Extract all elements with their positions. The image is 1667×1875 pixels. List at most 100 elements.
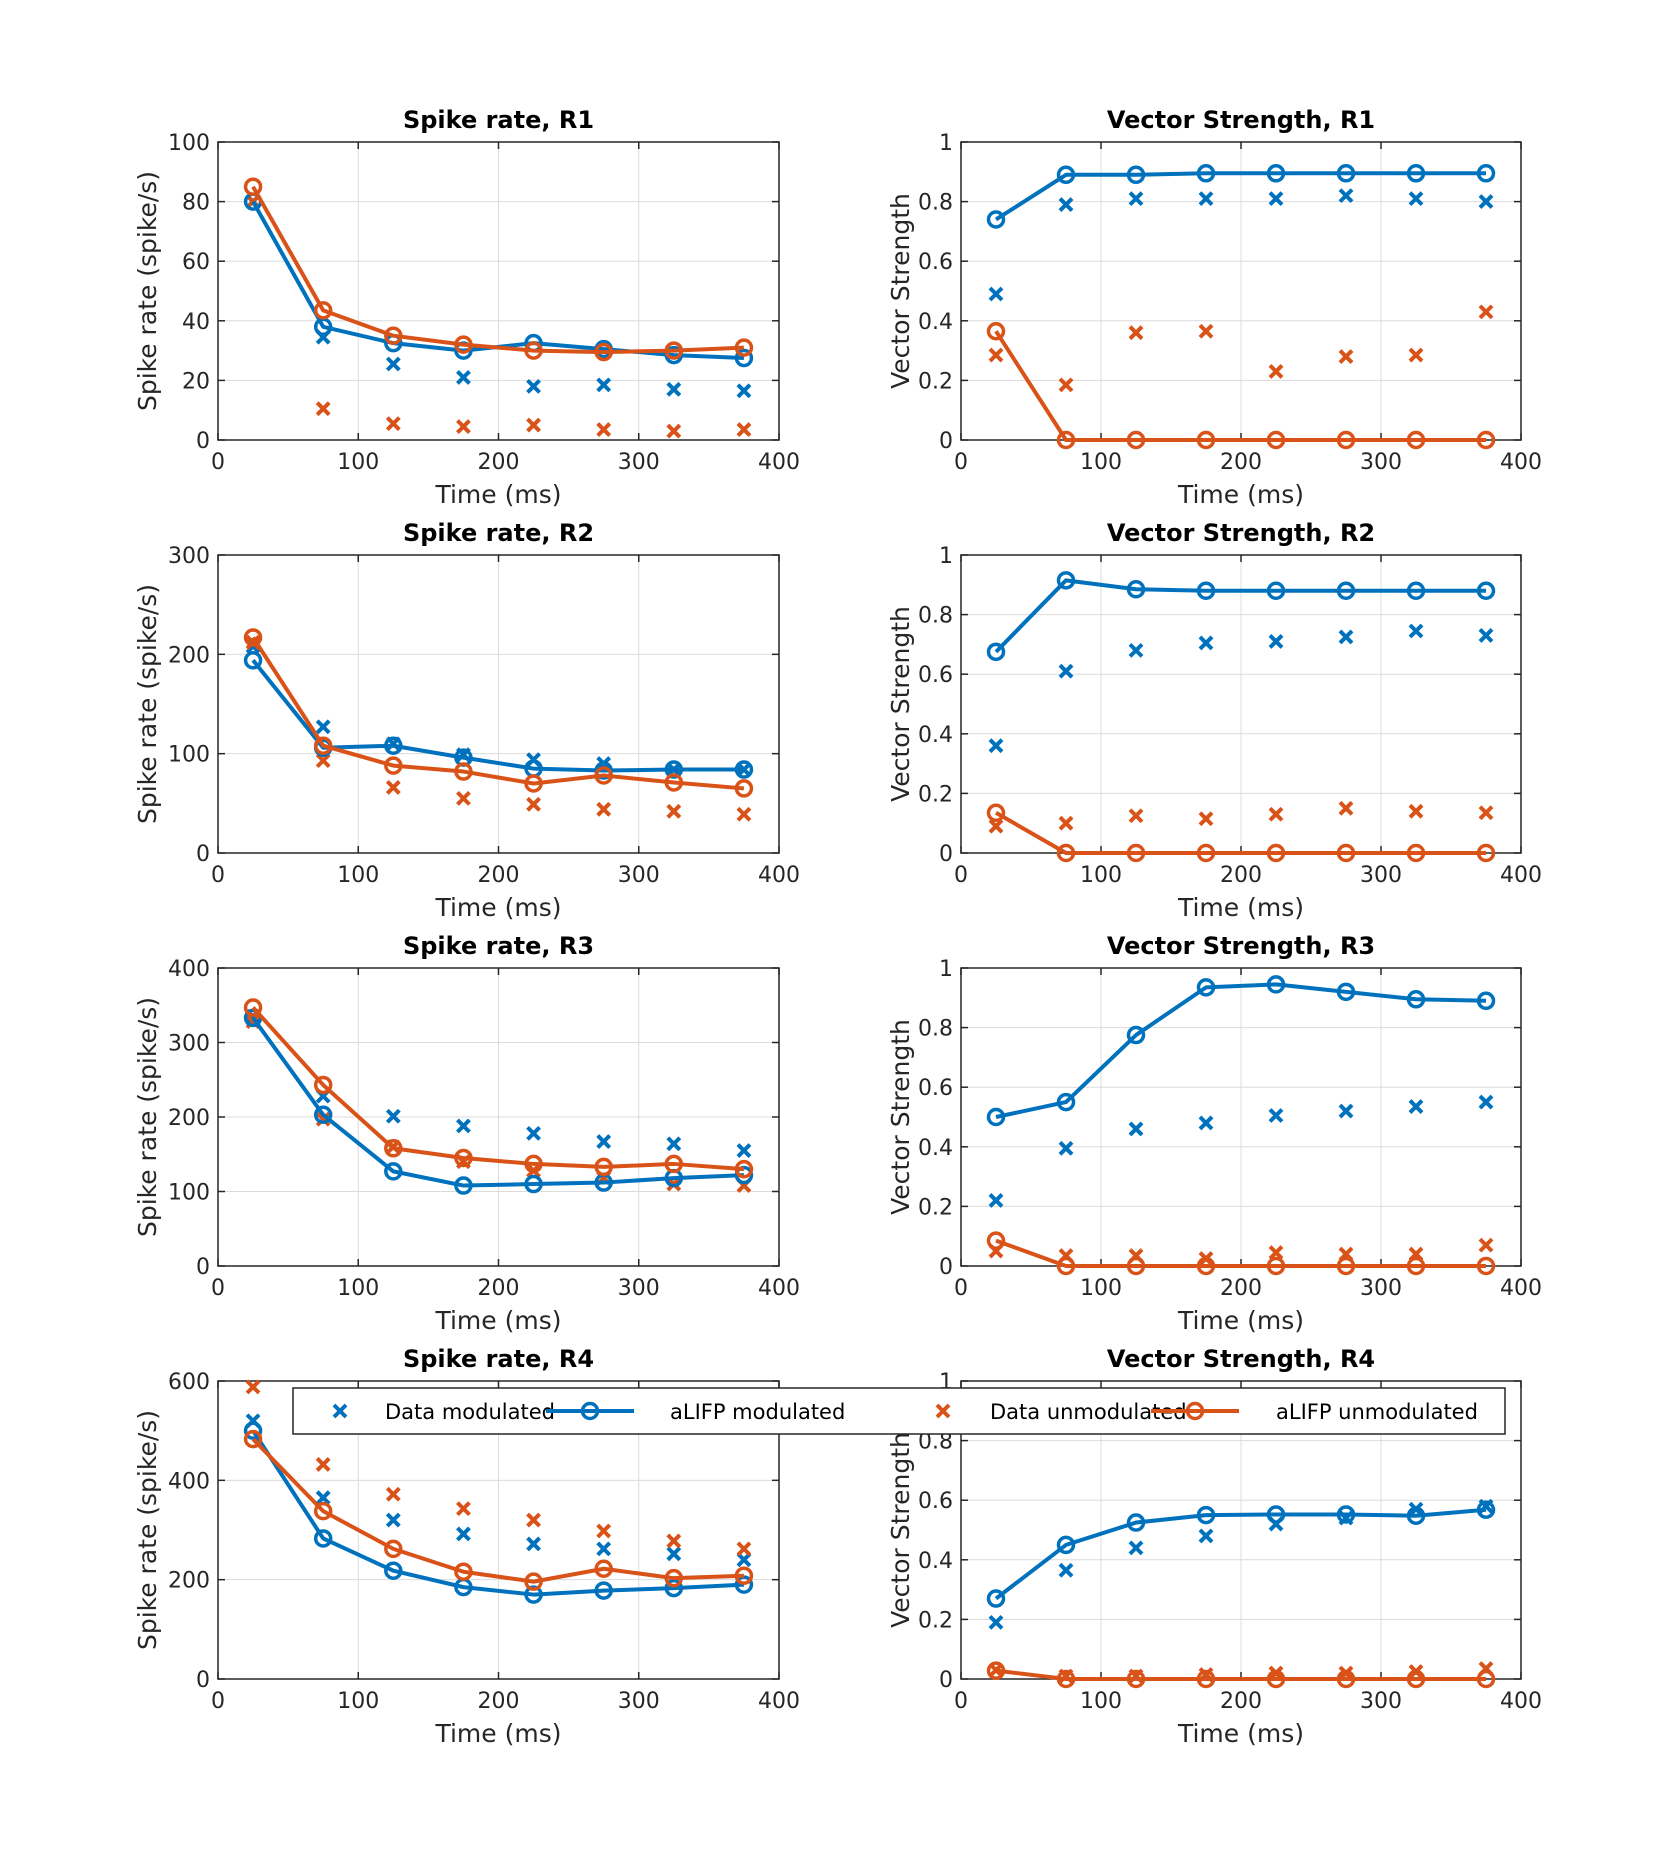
y-tick-label: 0.6	[918, 250, 953, 275]
data-point-x	[456, 1526, 471, 1542]
x-tick-label: 0	[954, 450, 968, 475]
data-point-x	[526, 1536, 541, 1552]
data-point-circle	[524, 774, 543, 793]
data-point-x	[1338, 629, 1354, 645]
data-point-circle	[454, 1176, 473, 1195]
data-point-x	[1128, 808, 1144, 824]
legend-circle-marker-icon	[580, 1401, 600, 1421]
data-point-circle	[1196, 430, 1216, 450]
y-tick-label: 0	[939, 1255, 953, 1280]
panel-title: Spike rate, R3	[403, 932, 594, 960]
x-axis-label: Time (ms)	[1177, 480, 1304, 509]
x-tick-label: 200	[1220, 1689, 1262, 1714]
x-tick-label: 200	[478, 450, 520, 475]
series-line	[251, 636, 745, 791]
data-point-x	[526, 417, 541, 433]
legend-label: aLIFP unmodulated	[1276, 1400, 1478, 1424]
data-point-circle	[664, 773, 684, 792]
data-point-circle	[243, 1429, 263, 1449]
data-point-circle	[1406, 1506, 1426, 1525]
y-tick-label: 40	[182, 310, 210, 335]
data-point-x	[666, 381, 682, 397]
x-tick-label: 300	[618, 450, 660, 475]
data-point-x	[666, 1546, 682, 1562]
data-point-x	[1198, 1115, 1214, 1131]
data-point-circle	[1406, 1256, 1426, 1276]
data-point-x	[1478, 1237, 1494, 1253]
data-point-circle	[1056, 1535, 1076, 1555]
series-alifp-mod	[986, 571, 1496, 662]
x-tick-label: 200	[478, 1689, 520, 1714]
series-alifp-mod	[986, 1500, 1496, 1608]
data-point-x	[1478, 805, 1494, 821]
panel-2: 0 100 200 300 400 0 0.2 0.4 0.6 0.8 1 Vector Streng…	[886, 106, 1542, 509]
data-point-circle	[1336, 1505, 1356, 1524]
series-line	[251, 1429, 745, 1597]
x-tick-label: 300	[1360, 450, 1402, 475]
y-tick-label: 0	[196, 1668, 210, 1693]
series-line	[995, 982, 1487, 1119]
data-point-circle	[1056, 1669, 1076, 1689]
data-point-x	[315, 1457, 331, 1472]
panel-1: 0 100 200 300 400 0 20 40 60 80 100 Spike rate, R1 T…	[133, 106, 800, 509]
series-line	[994, 330, 1486, 442]
data-point-circle	[1126, 1025, 1146, 1045]
data-point-x	[456, 1501, 471, 1517]
data-point-circle	[1196, 843, 1216, 863]
data-point-circle	[1476, 843, 1496, 863]
panel-title: Spike rate, R4	[403, 1345, 594, 1373]
data-point-circle	[313, 736, 333, 755]
data-point-circle	[986, 803, 1006, 823]
data-point-x	[1408, 803, 1424, 819]
data-point-x	[1058, 1562, 1074, 1578]
data-point-circle	[1196, 1256, 1216, 1276]
data-point-x	[596, 801, 612, 817]
data-point-circle	[986, 210, 1006, 229]
series-line	[994, 578, 1486, 654]
series-line	[251, 185, 745, 355]
x-tick-label: 400	[758, 1276, 800, 1301]
x-tick-label: 300	[618, 1276, 660, 1301]
data-point-circle	[1056, 843, 1076, 863]
data-point-x	[666, 1533, 682, 1549]
data-point-x	[1128, 1540, 1144, 1556]
data-point-circle	[986, 1589, 1006, 1608]
data-point-x	[596, 422, 612, 437]
series-line	[251, 1006, 745, 1172]
x-tick-label: 200	[478, 863, 520, 888]
data-point-x	[736, 1143, 752, 1158]
data-point-circle	[734, 348, 754, 368]
x-tick-label: 100	[337, 1276, 379, 1301]
x-tick-label: 100	[337, 450, 379, 475]
data-point-circle	[1266, 430, 1286, 450]
y-tick-label: 0	[939, 842, 953, 867]
data-point-x	[988, 1193, 1004, 1208]
y-tick-label: 1	[939, 131, 953, 156]
data-point-circle	[734, 1159, 754, 1179]
x-tick-label: 400	[1500, 1276, 1542, 1301]
x-axis-label: Time (ms)	[434, 1306, 561, 1335]
data-point-x	[596, 377, 612, 393]
data-point-circle	[1266, 1505, 1286, 1524]
panel-title: Spike rate, R2	[403, 519, 594, 547]
data-point-x	[1128, 325, 1144, 341]
panel-7: 0 100 200 300 400 0 200 400 600 Spike rate, R4 Tim…	[133, 1345, 800, 1748]
data-point-circle	[384, 1139, 403, 1158]
legend-x-marker-icon	[935, 1403, 951, 1419]
y-tick-label: 80	[182, 191, 210, 216]
data-point-x	[736, 806, 752, 822]
data-point-circle	[594, 1559, 613, 1578]
data-point-x	[1338, 188, 1354, 204]
data-point-circle	[664, 341, 684, 360]
data-point-circle	[1476, 430, 1496, 450]
data-point-x	[1128, 642, 1144, 658]
data-point-circle	[1266, 581, 1286, 601]
x-tick-label: 0	[211, 450, 225, 475]
data-point-x	[1338, 1103, 1354, 1119]
data-point-circle	[524, 1174, 543, 1194]
data-point-circle	[524, 1154, 543, 1174]
legend-entry-data-mod: Data modulated	[332, 1400, 555, 1424]
data-point-circle	[594, 766, 613, 785]
series-line	[995, 811, 1486, 855]
